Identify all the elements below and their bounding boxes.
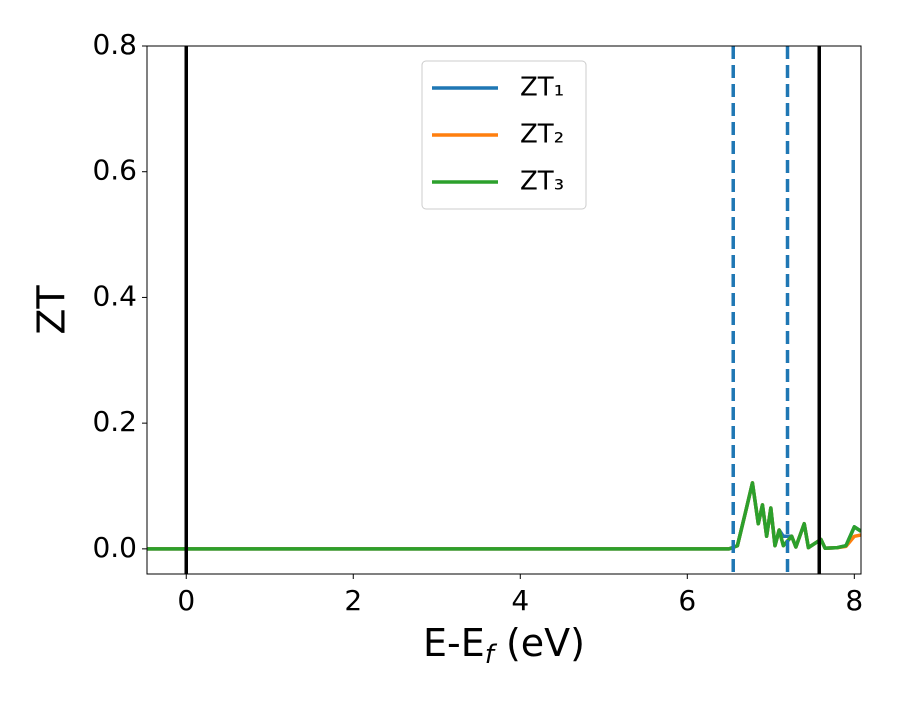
y-tick-label: 0.2 <box>92 405 137 438</box>
legend-label: ZT₁ <box>520 73 564 103</box>
legend-label: ZT₃ <box>520 167 564 197</box>
x-tick-label: 6 <box>678 584 696 617</box>
x-axis-label: E-Ef (eV) <box>423 621 585 670</box>
plot-area <box>147 46 861 574</box>
legend-box <box>421 60 587 210</box>
x-tick-label: 0 <box>177 584 195 617</box>
x-label-main: E-E <box>423 621 485 665</box>
y-axis-label: ZT <box>30 285 74 335</box>
x-tick-label: 8 <box>845 584 863 617</box>
data-line <box>147 481 861 551</box>
plot-frame <box>146 45 862 575</box>
legend-label: ZT₂ <box>520 120 564 150</box>
x-tick-label: 4 <box>511 584 529 617</box>
y-tick-label: 0.0 <box>92 531 137 564</box>
y-tick-label: 0.4 <box>92 279 137 312</box>
y-tick-label: 0.6 <box>92 154 137 187</box>
y-tick-label: 0.8 <box>92 28 137 61</box>
x-tick-label: 2 <box>344 584 362 617</box>
x-label-rest: (eV) <box>494 621 585 665</box>
